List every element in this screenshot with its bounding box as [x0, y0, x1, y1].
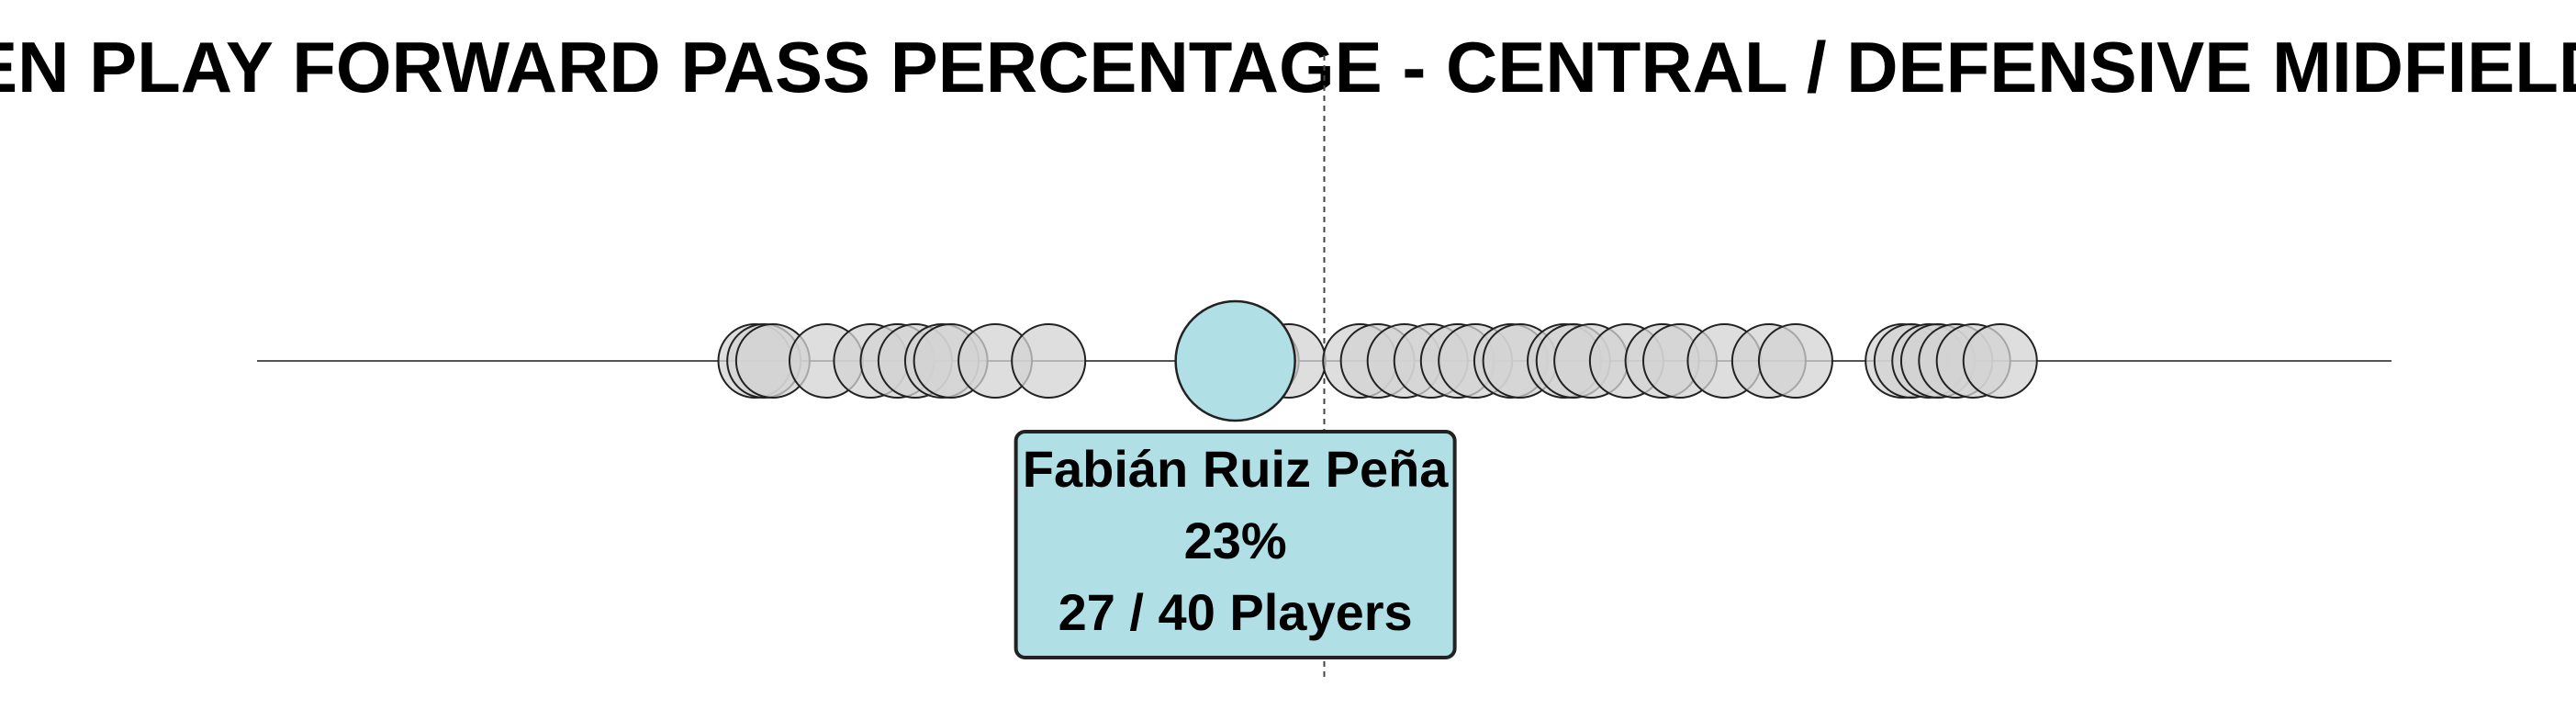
highlighted-data-point — [1174, 299, 1296, 422]
player-value-label: 23% — [1184, 512, 1287, 569]
player-name-label: Fabián Ruiz Peña — [1023, 440, 1449, 498]
chart-title: OPEN PLAY FORWARD PASS PERCENTAGE - CENT… — [0, 27, 2576, 107]
player-rank-label: 27 / 40 Players — [1058, 583, 1413, 641]
data-point — [1757, 323, 1833, 399]
data-point — [1962, 323, 2038, 399]
data-point — [1011, 323, 1087, 399]
highlight-label-box: Fabián Ruiz Peña 23% 27 / 40 Players — [1014, 430, 1457, 659]
data-points — [717, 299, 2038, 422]
label-box-background — [1014, 430, 1457, 659]
